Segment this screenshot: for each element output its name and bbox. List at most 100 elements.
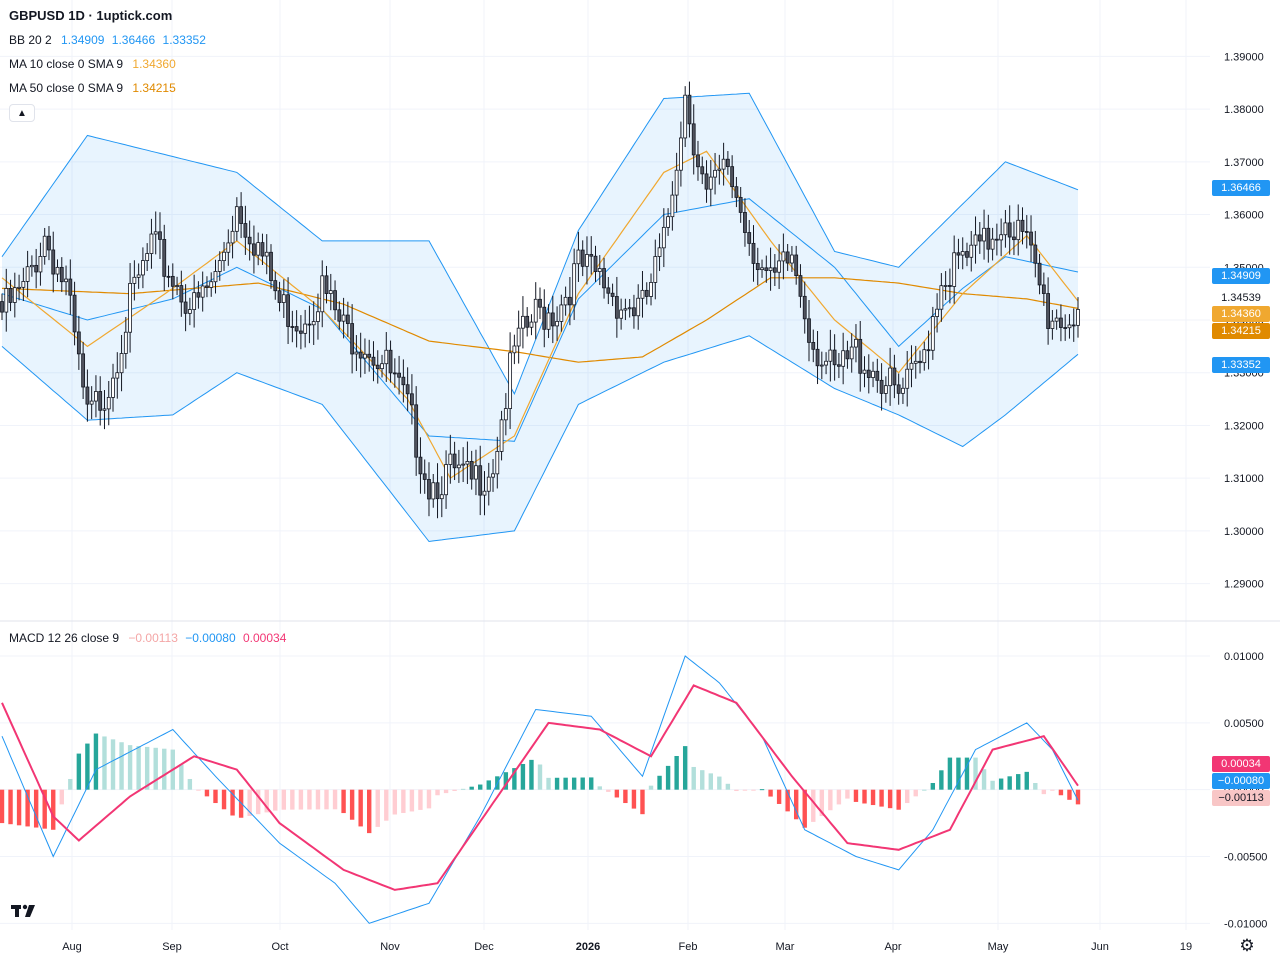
macd-histogram-bar [204,789,210,797]
macd-histogram [0,733,1081,834]
macd-histogram-bar [674,756,679,790]
macd-histogram-bar [597,786,602,790]
macd-histogram-bar [196,789,201,791]
macd-histogram-bar [367,789,372,834]
macd-histogram-bar [478,784,483,790]
macd-histogram-bar [939,770,944,790]
price-tick-label: 1.36000 [1224,210,1264,222]
legend-bb-value-1: 1.34909 [61,33,105,47]
macd-histogram-bar [853,789,859,802]
candle [768,267,773,271]
candle [922,349,927,364]
macd-histogram-bar [452,789,457,791]
macd-histogram-bar [324,789,329,810]
tag-bb-mid: 1.34909 [1212,268,1270,284]
candle [230,230,235,244]
candle [670,194,675,218]
price-tick-label: 1.38000 [1224,104,1264,116]
candle [375,364,380,370]
macd-histogram-bar [110,739,116,790]
macd-histogram-bar [1075,789,1081,805]
candle [213,271,218,283]
candle [888,367,893,387]
macd-histogram-bar [947,757,953,790]
legend-ma50[interactable]: MA 50 close 0 SMA 9 1.34215 [9,80,180,96]
candle [158,231,162,240]
macd-histogram-bar [700,770,705,790]
macd-histogram-bar [1041,789,1047,795]
candle [478,465,483,496]
candle [388,349,393,374]
candle [696,154,700,168]
candle [392,372,397,375]
macd-histogram-bar [862,789,867,804]
candle [550,312,555,327]
candle [606,287,611,294]
candle [661,226,666,249]
legend-macd[interactable]: MACD 12 26 close 9 −0.00113 −0.00080 0.0… [9,630,290,646]
macd-tick-label: -0.00500 [1224,851,1267,863]
candle [106,396,111,410]
candle [166,275,171,278]
macd-tick-label: 0.01000 [1224,651,1264,663]
candle [89,400,94,405]
candle [747,232,752,244]
candle [743,212,747,233]
candle [298,330,303,334]
candle [337,309,342,322]
candle [755,263,760,271]
candle [811,342,816,350]
candle [294,326,299,332]
legend-ma10-name: MA 10 close 0 SMA 9 [9,57,124,71]
candle [499,419,504,452]
legend-bb[interactable]: BB 20 2 1.34909 1.36466 1.33352 [9,32,210,48]
candle [34,264,39,273]
candle [1050,320,1055,329]
macd-histogram-bar [751,789,756,791]
candle [994,238,999,241]
candle [512,345,517,354]
candle [226,242,231,253]
candle [38,256,43,273]
macd-histogram-bar [59,789,64,805]
candle [896,384,901,394]
candle [683,94,688,139]
macd-histogram-bar [981,769,987,790]
tradingview-logo[interactable] [9,898,39,924]
candle [589,254,594,257]
candle [68,278,73,296]
candle [657,247,662,257]
candle [422,473,427,480]
macd-histogram-bar [136,746,141,790]
candle [85,386,90,405]
candle [410,393,414,406]
candle [930,316,935,351]
macd-histogram-bar [606,789,611,792]
candle [525,315,530,328]
candle [311,321,316,326]
macd-histogram-bar [905,789,910,804]
candle [717,168,722,171]
legend-ma10[interactable]: MA 10 close 0 SMA 9 1.34360 [9,56,180,72]
macd-histogram-bar [409,789,415,812]
collapse-legend-button[interactable]: ▲ [9,104,35,122]
macd-histogram-bar [1058,789,1064,796]
macd-histogram-bar [1024,771,1029,790]
macd-histogram-bar [25,789,30,827]
candle [187,309,192,314]
macd-histogram-bar [682,746,688,790]
candle [209,281,214,288]
macd-histogram-bar [443,789,449,794]
candle [875,370,880,381]
macd-histogram-bar [520,763,526,790]
macd-histogram-bar [247,789,252,816]
candle [871,370,875,378]
candle [704,173,709,190]
candle [580,249,585,267]
candle [435,482,440,500]
gear-icon[interactable]: ⚙ [1239,936,1255,955]
macd-histogram-bar [665,765,671,790]
macd-histogram-bar [742,789,748,791]
candle [687,94,692,125]
